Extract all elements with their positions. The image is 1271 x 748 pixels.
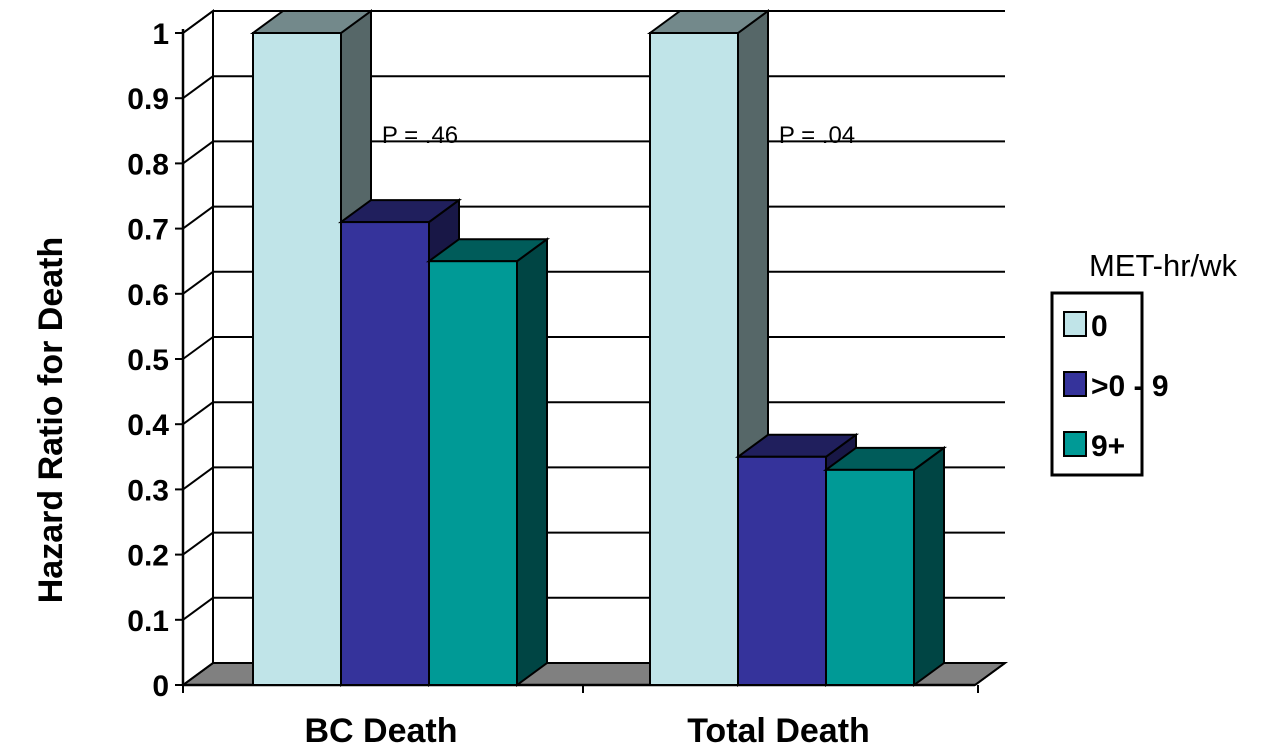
legend-swatch xyxy=(1063,311,1087,337)
y-tick-label: 0 xyxy=(152,670,169,703)
bar-side xyxy=(913,445,945,687)
bar-front xyxy=(252,32,342,686)
y-tick-label: 0.2 xyxy=(127,540,169,573)
p-value-annotation: P = .46 xyxy=(382,122,458,149)
legend-entry: >0 - 9 xyxy=(1091,370,1169,403)
category-label: BC Death xyxy=(304,712,457,748)
legend: MET-hr/wk 0 >0 - 9 9+ xyxy=(1050,248,1238,477)
annotations: P = .46 P = .04 xyxy=(382,122,855,149)
y-tick-label: 0.8 xyxy=(127,148,169,181)
gridline-diag xyxy=(182,270,214,295)
y-axis-label: Hazard Ratio for Death xyxy=(32,237,70,604)
y-tick-label: 1 xyxy=(152,18,169,51)
y-tick-labels: 0 0.1 0.2 0.3 0.4 0.5 0.6 0.7 0.8 0.9 1 xyxy=(127,18,169,703)
gridline-diag xyxy=(182,662,214,686)
bar-side xyxy=(516,237,548,687)
y-tick-label: 0.7 xyxy=(127,214,169,247)
bar xyxy=(425,237,551,687)
gridline-diag xyxy=(182,336,214,360)
legend-title: MET-hr/wk xyxy=(1089,248,1238,283)
gridline-diag xyxy=(182,596,214,621)
gridline-diag xyxy=(182,466,214,491)
y-tick-label: 0.3 xyxy=(127,474,169,507)
legend-swatch xyxy=(1063,431,1087,457)
gridline-diag xyxy=(182,140,214,165)
gridline-diag xyxy=(182,205,214,230)
bars xyxy=(249,9,948,687)
gridline-diag xyxy=(182,10,214,34)
floor-edge xyxy=(974,662,1006,686)
gridline-diag xyxy=(182,401,214,426)
gridline-diag xyxy=(182,531,214,556)
bar-front xyxy=(737,455,827,686)
legend-entry: 9+ xyxy=(1091,430,1125,463)
legend-entry: 0 xyxy=(1091,310,1108,343)
bar-front xyxy=(340,221,430,687)
bar xyxy=(822,445,948,687)
legend-swatch xyxy=(1063,371,1087,397)
y-tick-label: 0.1 xyxy=(127,605,169,638)
category-label: Total Death xyxy=(687,712,870,748)
y-tick-label: 0.5 xyxy=(127,344,169,377)
y-tick-label: 0.9 xyxy=(127,83,169,116)
bar-front xyxy=(428,260,518,686)
bar-front xyxy=(649,32,739,686)
y-tick-label: 0.6 xyxy=(127,279,169,312)
bar xyxy=(249,9,375,687)
category-labels: BC Death Total Death xyxy=(182,685,979,748)
gridline-diag xyxy=(182,75,214,100)
y-tick-label: 0.4 xyxy=(127,409,169,442)
bar-front xyxy=(825,468,915,686)
p-value-annotation: P = .04 xyxy=(779,122,855,149)
